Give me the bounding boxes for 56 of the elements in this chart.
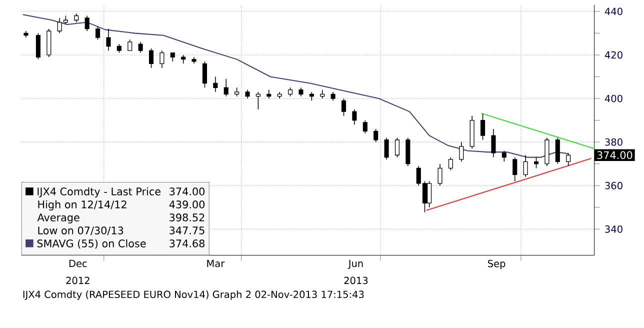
legend-label: SMAVG (55) on Close — [37, 239, 146, 248]
annotation: Low on 07/30/13 — [38, 226, 124, 236]
candlestick — [555, 137, 560, 164]
candlestick — [374, 128, 378, 142]
candlestick — [148, 48, 154, 68]
candlestick — [160, 50, 164, 68]
candlestick — [438, 163, 442, 186]
y-tick-label: 440 — [604, 8, 622, 15]
x-tick-label: Sep — [488, 260, 506, 269]
candlestick — [224, 78, 228, 97]
annotation: 439.00 — [169, 200, 205, 208]
annotation: 374.00 — [170, 187, 205, 196]
text: 2013 — [344, 276, 368, 284]
candlestick — [566, 152, 571, 166]
candlestick — [491, 128, 496, 158]
text: IJX4 Comdty (RAPESEED EURO Nov14) Graph 2 02-Nov-2013 17:15:43 — [23, 290, 364, 300]
candlestick — [128, 39, 132, 51]
text: 2012 — [66, 276, 90, 284]
candlestick — [534, 156, 539, 168]
annotation: High on 12/14/12 — [38, 200, 126, 210]
candlestick — [202, 60, 207, 88]
candlestick — [352, 108, 357, 125]
candlestick — [394, 137, 400, 158]
candlestick — [544, 137, 550, 166]
y-tick-label: 360 — [605, 182, 622, 190]
candlestick — [406, 137, 410, 166]
y-tick-label: 420 — [604, 51, 622, 58]
text: 374.00 — [597, 151, 632, 159]
x-tick-label: Jun — [348, 260, 363, 269]
candlestick — [362, 120, 368, 134]
y-tick-label: 400 — [604, 94, 622, 102]
candlestick — [480, 113, 486, 140]
candlestick — [502, 150, 506, 162]
candlestick — [106, 28, 111, 51]
candlestick — [459, 141, 464, 162]
annotation: 347.75 — [170, 226, 204, 234]
y-tick-label: 340 — [605, 225, 622, 233]
annotation: 398.52 — [170, 213, 204, 222]
candlestick — [384, 137, 389, 160]
candlestick — [36, 32, 40, 60]
y-tick-label: 380 — [605, 138, 622, 146]
x-tick-label: Mar — [207, 260, 225, 267]
annotation: Average — [37, 213, 80, 224]
candlestick — [84, 15, 90, 32]
x-tick-label: Dec — [69, 260, 87, 267]
candlestick — [96, 26, 100, 40]
candlestick — [256, 91, 260, 110]
candlestick — [341, 98, 346, 116]
annotation: 374.68 — [170, 239, 204, 248]
candlestick — [46, 28, 52, 58]
candlestick — [512, 156, 518, 182]
candlestick — [138, 41, 143, 53]
candlestick — [523, 154, 528, 178]
candlestick — [213, 76, 218, 92]
legend-label: IJX4 Comdty - Last Price — [38, 187, 160, 198]
candlestick — [448, 156, 453, 171]
